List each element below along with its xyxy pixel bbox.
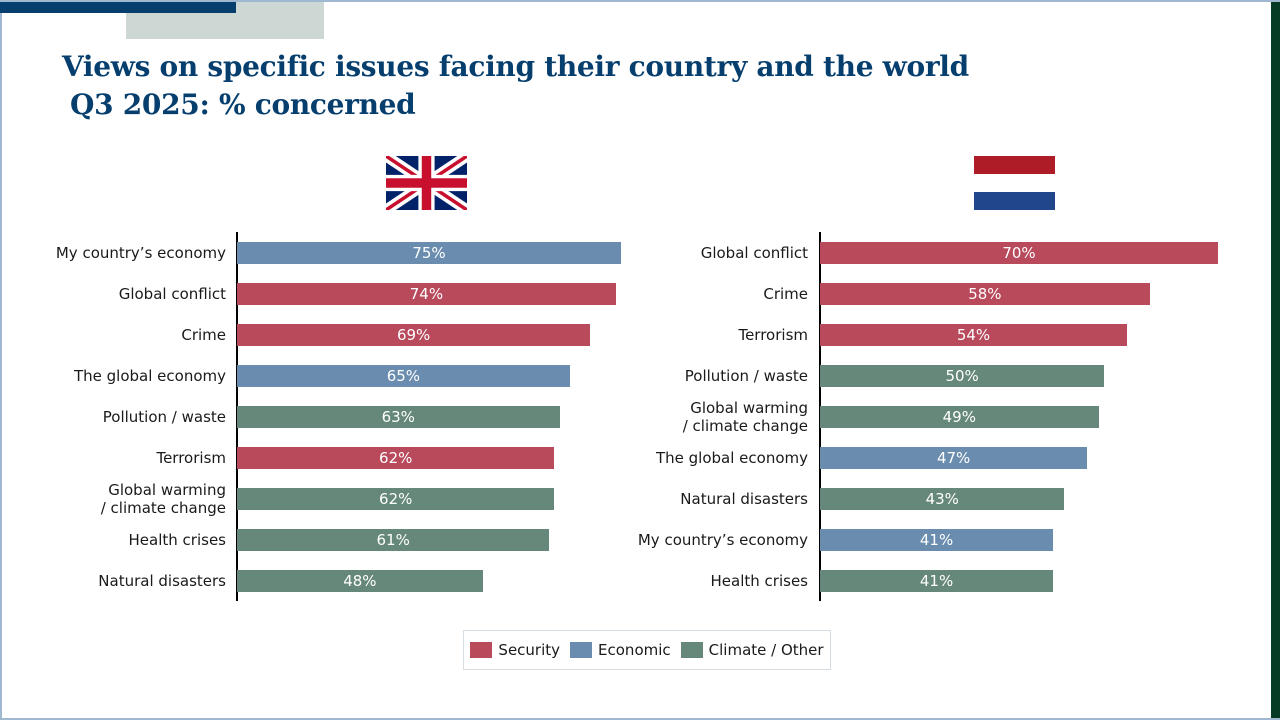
nl-bar-value-label: 54%: [956, 326, 991, 344]
uk-category-label: The global economy: [73, 367, 226, 385]
nl-bar-chart: Global conflict 70% Crime 58% Terrorism 54% Po…: [0, 232, 1280, 602]
nl-bar-climate-other: [820, 406, 1099, 428]
uk-category-label: Natural disasters: [98, 572, 226, 590]
uk-bar-climate-other: [237, 529, 550, 551]
uk-category-label: My country’s economy: [55, 244, 226, 262]
uk-bar-value-label: 69%: [396, 326, 431, 344]
uk-bar-value-label: 62%: [379, 490, 413, 508]
uk-flag-icon: [386, 156, 467, 210]
nl-bar-value-label: 49%: [942, 408, 976, 426]
nl-bar-climate-other: [820, 570, 1054, 592]
uk-bar-security: [237, 324, 591, 346]
uk-bar-economic: [237, 242, 621, 264]
uk-category-label: Global conflict: [118, 285, 226, 303]
uk-bar-value-label: 48%: [343, 572, 377, 590]
nl-category-label: Terrorism: [738, 326, 808, 344]
nl-y-axis: [819, 232, 821, 601]
chart-title: Views on specific issues facing their co…: [62, 50, 969, 83]
nl-bar-value-label: 41%: [919, 531, 954, 549]
uk-category-label: Pollution / waste: [102, 408, 226, 426]
nl-bar-economic: [820, 529, 1054, 551]
uk-bar-security: [237, 283, 616, 305]
nl-category-label: Crime: [763, 285, 808, 303]
uk-bar-value-label: 74%: [409, 285, 444, 303]
uk-bar-climate-other: [237, 488, 555, 510]
nl-bar-security: [820, 283, 1150, 305]
nl-bar-climate-other: [820, 488, 1065, 510]
nl-category-label: Pollution / waste: [684, 367, 808, 385]
uk-bar-economic: [237, 365, 570, 387]
nl-category-label: Global warming / climate change: [682, 399, 808, 435]
legend-item-economic: Economic: [570, 641, 671, 659]
chart-legend: Security Economic Climate / Other: [463, 630, 831, 670]
nl-flag-icon: [974, 156, 1055, 210]
nl-bar-security: [820, 324, 1128, 346]
legend-item-climate-other: Climate / Other: [680, 641, 824, 659]
uk-bar-security: [237, 447, 555, 469]
legend-item-security: Security: [470, 641, 560, 659]
uk-bar-value-label: 61%: [376, 531, 410, 549]
legend-label-security: Security: [498, 641, 561, 659]
uk-category-label: Health crises: [128, 531, 226, 549]
subtitle-period: Q3 2025:: [70, 88, 210, 121]
legend-swatch-economic: [570, 642, 593, 658]
nl-bar-value-label: 43%: [925, 490, 959, 508]
legend-label-economic: Economic: [598, 641, 671, 659]
uk-bar-value-label: 62%: [379, 449, 413, 467]
nl-bar-security: [820, 242, 1218, 264]
nl-bar-climate-other: [820, 365, 1105, 387]
uk-y-axis: [236, 232, 238, 601]
uk-category-label: Global warming / climate change: [100, 481, 226, 517]
uk-bar-chart: My country’s economy 75% Global conflict 74…: [0, 232, 640, 602]
nl-category-label: My country’s economy: [637, 531, 808, 549]
uk-category-label: Crime: [181, 326, 226, 344]
nl-category-label: Global conflict: [700, 244, 808, 262]
uk-category-label: Terrorism: [156, 449, 226, 467]
nl-category-label: The global economy: [655, 449, 808, 467]
uk-bar-value-label: 63%: [381, 408, 415, 426]
chart-subtitle: Q3 2025: % concerned: [70, 88, 416, 121]
right-edge-bar: [1271, 2, 1280, 718]
nl-bar-economic: [820, 447, 1088, 469]
nl-category-label: Health crises: [710, 572, 808, 590]
nl-category-label: Natural disasters: [680, 490, 808, 508]
legend-swatch-security: [470, 642, 493, 658]
nl-bar-value-label: 58%: [968, 285, 1002, 303]
nl-bar-value-label: 41%: [919, 572, 954, 590]
legend-swatch-climate-other: [680, 642, 703, 658]
legend-label-climate-other: Climate / Other: [708, 641, 824, 659]
uk-bar-climate-other: [237, 570, 483, 592]
subtitle-measure: % concerned: [209, 88, 416, 121]
nl-bar-value-label: 50%: [945, 367, 979, 385]
uk-bar-value-label: 65%: [386, 367, 421, 385]
header-accent-dark: [0, 2, 236, 13]
nl-bar-value-label: 47%: [936, 449, 971, 467]
uk-bar-value-label: 75%: [412, 244, 446, 262]
uk-bar-climate-other: [237, 406, 560, 428]
nl-bar-value-label: 70%: [1002, 244, 1036, 262]
